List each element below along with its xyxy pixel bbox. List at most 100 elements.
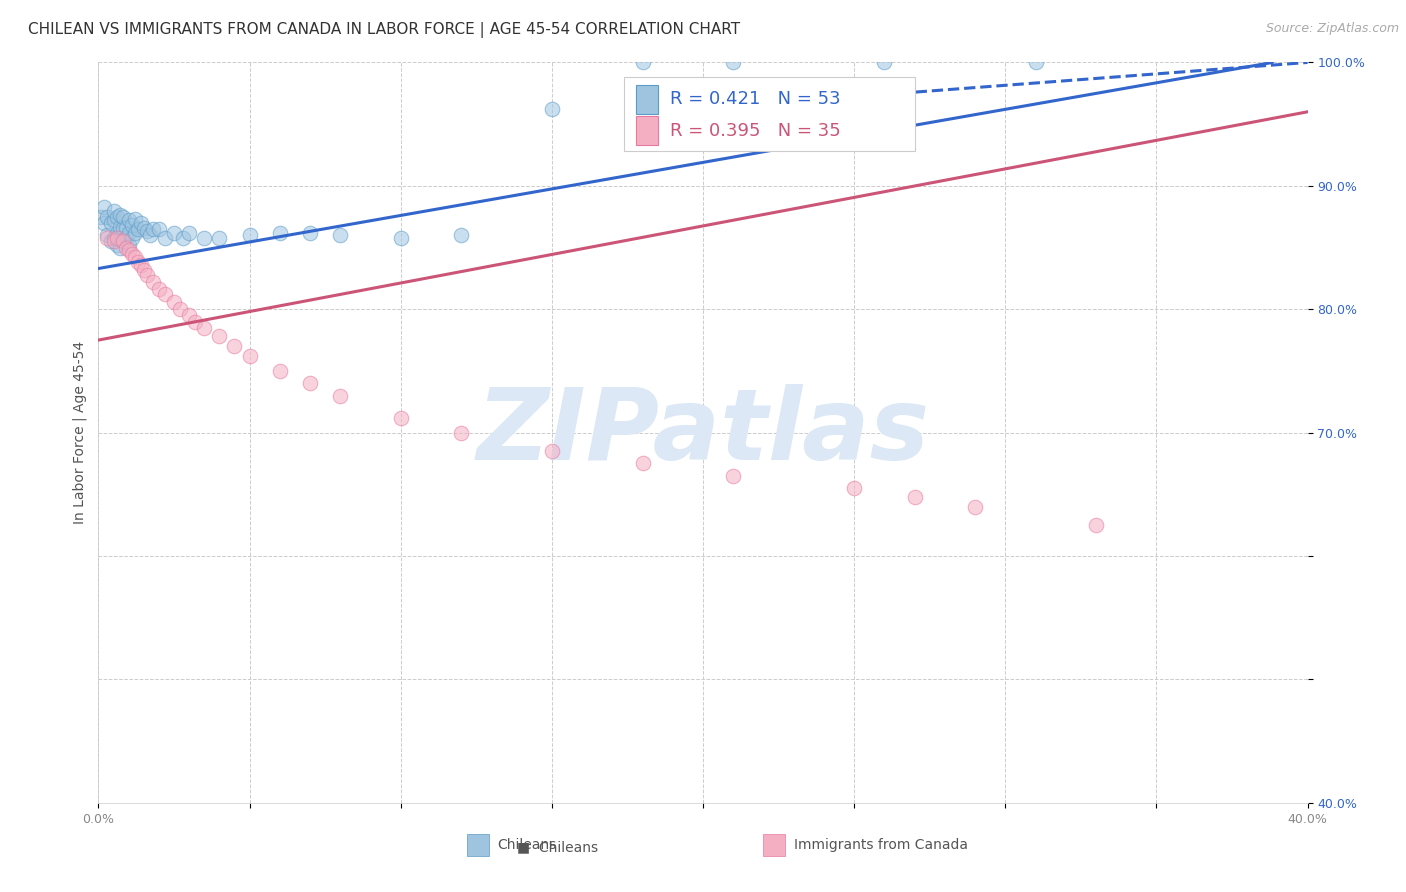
- Point: [118, 226, 141, 240]
- Point: [540, 444, 562, 458]
- Point: [269, 226, 291, 240]
- Point: [172, 230, 194, 244]
- Point: [153, 230, 176, 244]
- Point: [153, 287, 176, 301]
- Text: Source: ZipAtlas.com: Source: ZipAtlas.com: [1265, 22, 1399, 36]
- Text: ■  Chileans: ■ Chileans: [517, 840, 599, 855]
- Text: Chileans: Chileans: [498, 838, 557, 852]
- Point: [111, 233, 134, 247]
- Point: [269, 364, 291, 378]
- Point: [723, 55, 745, 70]
- Text: R = 0.421   N = 53: R = 0.421 N = 53: [671, 90, 841, 109]
- Point: [389, 410, 412, 425]
- Point: [93, 216, 115, 230]
- Point: [111, 210, 134, 224]
- Point: [105, 226, 128, 240]
- Point: [114, 230, 136, 244]
- FancyBboxPatch shape: [624, 78, 915, 152]
- Point: [114, 220, 136, 235]
- Point: [114, 240, 136, 255]
- Point: [111, 220, 134, 235]
- Point: [179, 226, 201, 240]
- Point: [135, 268, 157, 282]
- Point: [193, 320, 215, 334]
- Point: [299, 226, 322, 240]
- Point: [108, 219, 131, 234]
- Point: [184, 314, 207, 328]
- Point: [90, 210, 112, 224]
- Point: [450, 228, 472, 243]
- Point: [389, 230, 412, 244]
- Point: [118, 243, 141, 257]
- Point: [103, 203, 125, 218]
- Point: [208, 329, 231, 343]
- Point: [450, 425, 472, 440]
- Point: [103, 230, 125, 244]
- Point: [142, 275, 165, 289]
- Point: [124, 226, 146, 240]
- Bar: [467, 834, 489, 856]
- Point: [124, 212, 146, 227]
- Point: [631, 55, 654, 70]
- Point: [965, 500, 987, 514]
- Text: R = 0.395   N = 35: R = 0.395 N = 35: [671, 121, 841, 139]
- Point: [96, 230, 118, 244]
- Point: [169, 302, 191, 317]
- Point: [132, 220, 155, 235]
- Point: [132, 262, 155, 277]
- Point: [224, 339, 246, 353]
- Point: [148, 283, 170, 297]
- Point: [239, 228, 262, 243]
- Point: [329, 389, 352, 403]
- Point: [904, 490, 927, 504]
- Point: [105, 230, 128, 244]
- Point: [96, 210, 118, 224]
- Point: [873, 55, 896, 70]
- Point: [239, 349, 262, 363]
- Point: [105, 210, 128, 224]
- Y-axis label: In Labor Force | Age 45-54: In Labor Force | Age 45-54: [73, 341, 87, 524]
- Point: [299, 376, 322, 391]
- Point: [208, 230, 231, 244]
- Point: [103, 235, 125, 249]
- Point: [540, 103, 562, 117]
- Point: [127, 255, 149, 269]
- Point: [111, 235, 134, 249]
- Point: [108, 230, 131, 244]
- Point: [121, 230, 143, 244]
- Point: [135, 225, 157, 239]
- Point: [108, 209, 131, 223]
- Point: [129, 258, 152, 272]
- Point: [844, 481, 866, 495]
- Point: [193, 230, 215, 244]
- Point: [96, 228, 118, 243]
- Point: [118, 213, 141, 227]
- Point: [723, 468, 745, 483]
- Point: [100, 216, 122, 230]
- Point: [129, 216, 152, 230]
- Point: [139, 228, 162, 243]
- Point: [118, 238, 141, 252]
- Text: ZIPatlas: ZIPatlas: [477, 384, 929, 481]
- Point: [103, 213, 125, 227]
- Point: [148, 222, 170, 236]
- Point: [142, 222, 165, 236]
- Point: [105, 238, 128, 252]
- Text: Immigrants from Canada: Immigrants from Canada: [793, 838, 967, 852]
- Point: [121, 219, 143, 233]
- Text: CHILEAN VS IMMIGRANTS FROM CANADA IN LABOR FORCE | AGE 45-54 CORRELATION CHART: CHILEAN VS IMMIGRANTS FROM CANADA IN LAB…: [28, 22, 740, 38]
- Point: [100, 235, 122, 249]
- Bar: [763, 834, 785, 856]
- Point: [163, 226, 186, 240]
- Point: [631, 457, 654, 471]
- Bar: [637, 116, 658, 145]
- Point: [329, 228, 352, 243]
- Point: [121, 246, 143, 260]
- Point: [127, 222, 149, 236]
- Bar: [637, 85, 658, 114]
- Point: [93, 200, 115, 214]
- Point: [108, 240, 131, 255]
- Point: [124, 251, 146, 265]
- Point: [179, 309, 201, 323]
- Point: [163, 294, 186, 309]
